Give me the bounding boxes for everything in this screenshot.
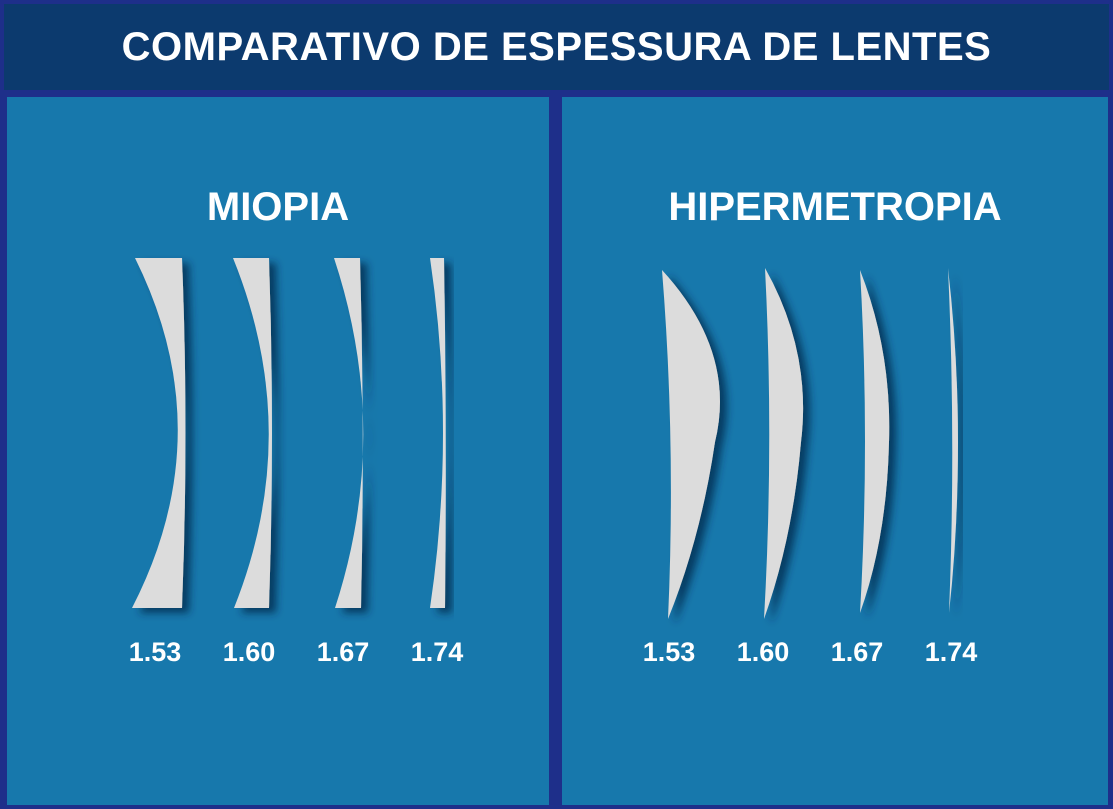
hyperopia-lens-1 <box>662 270 720 619</box>
hyperopia-lens-drawing <box>662 268 958 619</box>
header-bar: COMPARATIVO DE ESPESSURA DE LENTES <box>4 4 1109 90</box>
myopia-panel: MIOPIA 1.53 1.60 1.67 1.74 <box>7 97 549 805</box>
myopia-label-3: 1.67 <box>316 637 370 667</box>
myopia-lens-drawing <box>132 258 446 608</box>
hyperopia-label-3: 1.67 <box>830 637 884 667</box>
hyperopia-lens-2 <box>764 268 804 619</box>
myopia-label-4: 1.74 <box>410 637 464 667</box>
myopia-lens-4 <box>430 258 446 608</box>
myopia-title: MIOPIA <box>206 185 350 229</box>
hyperopia-title: HIPERMETROPIA <box>668 185 1002 229</box>
hyperopia-lens-4 <box>948 268 958 613</box>
hyperopia-label-2: 1.60 <box>736 637 790 667</box>
hyperopia-panel: HIPERMETROPIA 1.53 1.60 1.67 1.74 <box>562 97 1108 805</box>
hyperopia-label-4: 1.74 <box>924 637 978 667</box>
myopia-lens-3 <box>334 258 364 608</box>
myopia-lens-2 <box>233 258 272 608</box>
myopia-label-2: 1.60 <box>222 637 276 667</box>
myopia-label-1: 1.53 <box>128 637 182 667</box>
diagram-title: COMPARATIVO DE ESPESSURA DE LENTES <box>121 24 992 69</box>
myopia-lens-1 <box>132 258 186 608</box>
hyperopia-lens-3 <box>860 270 890 613</box>
hyperopia-label-1: 1.53 <box>642 637 696 667</box>
